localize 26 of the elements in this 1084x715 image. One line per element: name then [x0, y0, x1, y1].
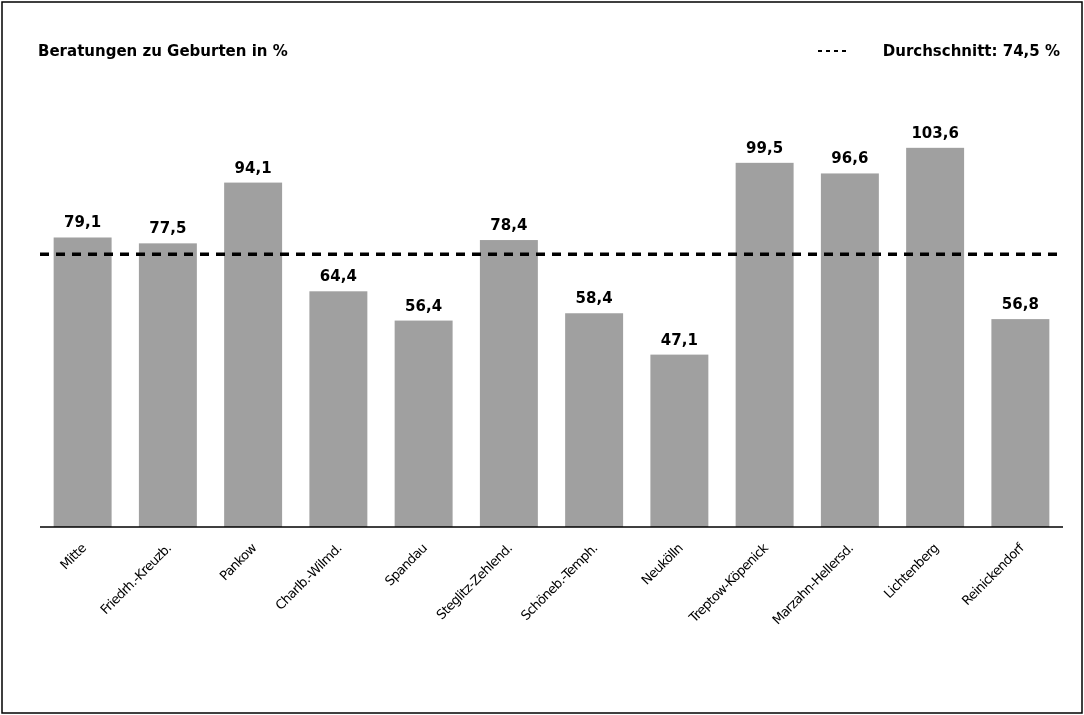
bar [820, 173, 879, 527]
data-label: 96,6 [831, 149, 869, 168]
data-label: 77,5 [149, 219, 187, 238]
data-label: 99,5 [746, 138, 784, 157]
bar [565, 313, 624, 527]
data-label: 56,4 [405, 296, 443, 315]
data-label: 58,4 [575, 289, 613, 308]
bar [735, 162, 794, 527]
data-label: 103,6 [911, 123, 959, 142]
bar [650, 354, 709, 527]
chart-title: Beratungen zu Geburten in % [38, 42, 288, 60]
data-label: 64,4 [319, 267, 357, 286]
bar [991, 319, 1050, 527]
bar [138, 243, 197, 527]
bar [53, 237, 112, 527]
bar [309, 291, 368, 527]
legend-label: Durchschnitt: 74,5 % [882, 42, 1060, 60]
bar [906, 147, 965, 527]
bar [224, 182, 283, 527]
bar [394, 320, 453, 527]
bar [479, 240, 538, 527]
data-label: 79,1 [64, 213, 102, 232]
data-label: 78,4 [490, 216, 528, 235]
data-label: 94,1 [234, 158, 272, 177]
data-label: 47,1 [660, 330, 698, 349]
data-label: 56,8 [1001, 295, 1039, 314]
